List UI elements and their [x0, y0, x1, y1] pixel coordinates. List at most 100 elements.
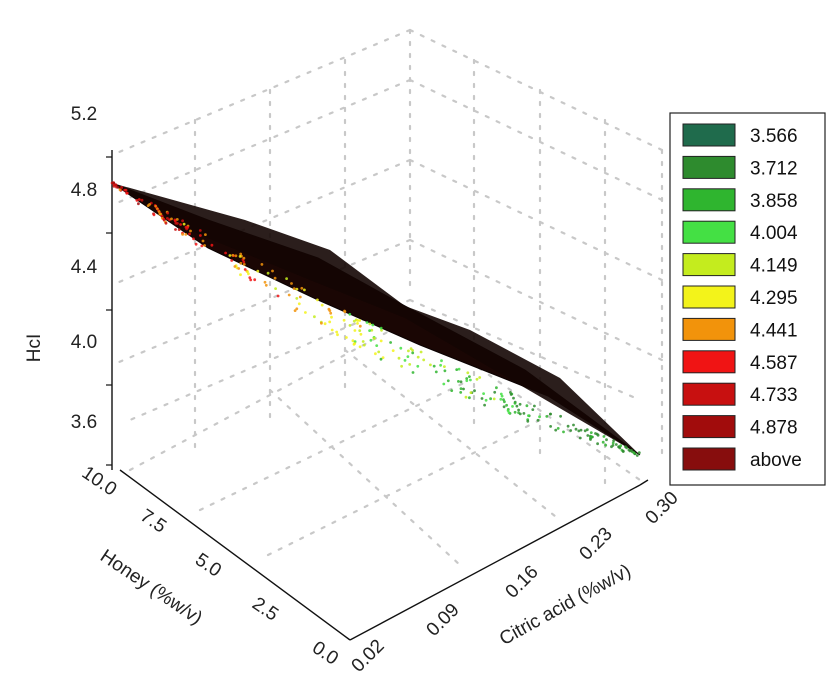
surface-speckle [614, 443, 618, 446]
surface-speckle [199, 234, 202, 237]
surface-speckle [371, 323, 375, 327]
surface-speckle [181, 219, 185, 223]
surface-speckle [611, 441, 615, 445]
surface-speckle [295, 287, 299, 291]
legend-swatch [682, 447, 736, 471]
z-tick-label: 4.4 [71, 257, 98, 278]
surface-speckle [239, 261, 243, 265]
surface-speckle [273, 276, 277, 280]
surface-speckle [320, 303, 324, 307]
surface-speckle [295, 297, 299, 300]
surface-speckle [596, 442, 599, 446]
surface-speckle [389, 341, 392, 344]
surface-speckle [166, 217, 169, 220]
surface-speckle [204, 233, 207, 237]
surface-speckle [465, 377, 469, 380]
surface-speckle [184, 233, 188, 236]
surface-speckle [182, 222, 186, 226]
surface-speckle [292, 287, 296, 290]
surface-speckle [399, 346, 403, 350]
surface-speckle [125, 191, 129, 195]
surface-speckle [264, 283, 268, 287]
surface-speckle [526, 419, 530, 423]
surface-speckle [249, 278, 253, 282]
surface-speckle [374, 352, 377, 356]
surface-speckle [611, 444, 615, 447]
surface-speckle [429, 363, 432, 367]
surface-speckle [173, 219, 177, 223]
surface-speckle [177, 228, 181, 232]
legend-swatch [682, 188, 736, 212]
surface-speckle [473, 389, 476, 393]
surface-speckle [263, 280, 267, 284]
surface-speckle [358, 324, 362, 328]
surface-speckle [379, 326, 383, 330]
surface-speckle [403, 359, 407, 362]
surface-speckle [342, 318, 346, 322]
surface-speckle [351, 339, 355, 343]
surface-speckle [328, 309, 332, 312]
surface-speckle [637, 451, 641, 455]
surface-speckle [266, 271, 270, 275]
surface-speckle [450, 389, 454, 392]
surface-speckle [536, 418, 540, 422]
surface-speckle [336, 333, 339, 337]
y-axis-title: Honey (%w/v) [96, 546, 206, 630]
surface-speckle [422, 358, 426, 362]
surface-speckle [353, 329, 357, 332]
surface-speckle [256, 269, 260, 273]
surface-speckle [545, 415, 549, 418]
surface-speckle [577, 429, 581, 433]
legend-swatch [682, 285, 736, 309]
surface-speckle [511, 405, 514, 408]
x-tick-label: 0.09 [423, 600, 464, 641]
surface-speckle [406, 355, 410, 358]
z-tick-label: 5.2 [71, 104, 97, 125]
legend: 3.566 3.712 3.858 4.004 4.149 4.295 4.441 4.587… [669, 112, 826, 486]
surface-speckle [379, 339, 383, 343]
surface-speckle [492, 397, 496, 401]
surface-speckle [237, 267, 241, 270]
surface-speckle [480, 397, 484, 400]
surface-speckle [503, 400, 506, 404]
z-tick-label: 4.0 [71, 332, 97, 353]
surface-speckle [176, 222, 179, 225]
surface-speckle [628, 449, 632, 453]
surface-speckle [502, 405, 506, 409]
surface-speckle [247, 272, 250, 276]
surface-speckle [621, 449, 625, 453]
surface-speckle [586, 434, 590, 437]
y-tick-label: 2.5 [248, 593, 282, 625]
surface-speckle [434, 370, 438, 374]
surface-speckle [502, 398, 505, 401]
surface-speckle [432, 364, 436, 368]
surface-speckle [589, 431, 593, 434]
surface-speckle [192, 237, 195, 241]
z-axis-title: HcI [24, 334, 45, 363]
surface-speckle [248, 276, 252, 279]
legend-label: 3.858 [750, 191, 798, 212]
surface-speckle [166, 211, 170, 215]
surface-speckle [175, 218, 179, 221]
x-tick-label: 0.30 [642, 488, 683, 529]
legend-label: 4.587 [750, 353, 798, 374]
surface-speckle [515, 404, 519, 408]
surface-speckle [612, 439, 615, 443]
surface-speckle [170, 217, 173, 221]
surface-speckle [380, 328, 383, 332]
surface-speckle [411, 351, 415, 355]
legend-label: above [750, 450, 802, 471]
y-axis-line [119, 469, 351, 641]
y-tick-label: 10.0 [78, 462, 120, 500]
surface-speckle [242, 263, 246, 266]
x-tick-label: 0.02 [348, 636, 389, 675]
surface-speckle [112, 181, 116, 185]
surface-speckle [362, 343, 366, 347]
surface-speckle [625, 446, 628, 450]
surface-speckle [297, 302, 301, 306]
z-tick-label: 4.8 [71, 180, 97, 201]
surface-speckle [260, 263, 264, 266]
surface-speckle [408, 363, 412, 366]
surface-speckle [188, 232, 191, 236]
surface-speckle [556, 427, 560, 430]
